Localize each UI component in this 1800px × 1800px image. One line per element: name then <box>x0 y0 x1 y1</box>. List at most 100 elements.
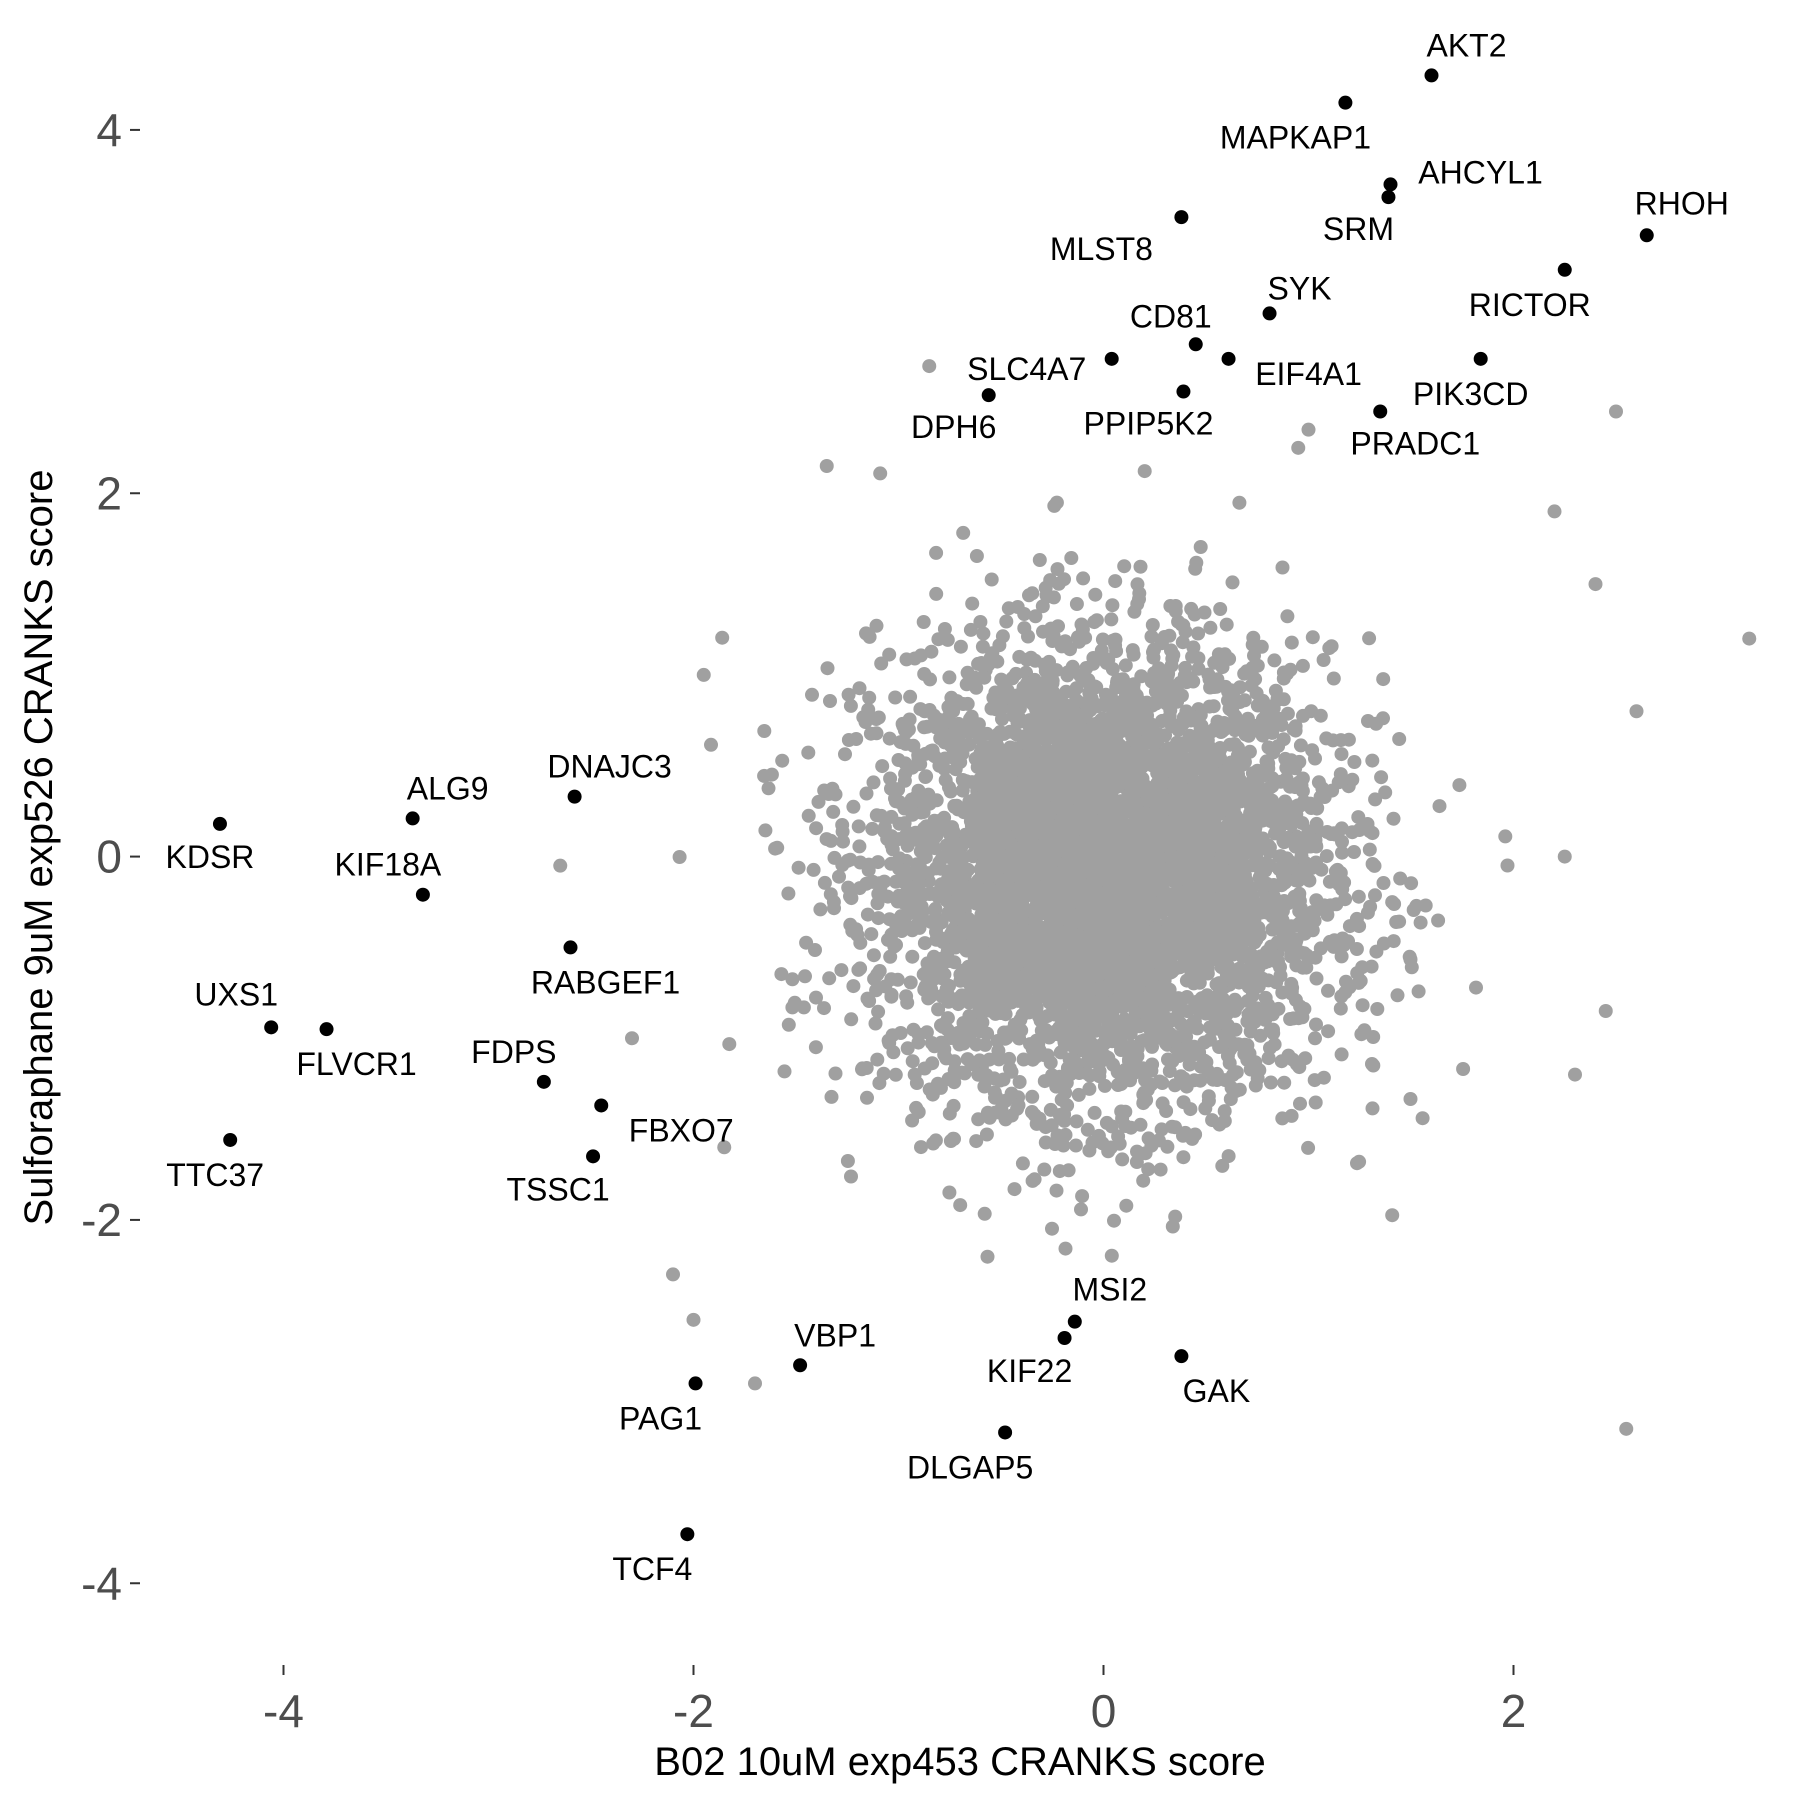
background-point <box>914 648 928 663</box>
background-point <box>1298 1051 1313 1066</box>
background-point <box>869 618 884 633</box>
background-point <box>925 1056 940 1071</box>
background-point <box>978 784 993 799</box>
background-point <box>1219 617 1234 632</box>
background-point <box>1080 1122 1095 1137</box>
background-point <box>1023 849 1038 864</box>
background-point <box>984 862 999 877</box>
background-point <box>1232 1082 1247 1097</box>
background-point <box>1275 1111 1290 1126</box>
background-point <box>868 1016 883 1031</box>
background-point <box>1113 1066 1128 1081</box>
background-point <box>1362 631 1377 646</box>
background-point <box>1245 988 1260 1003</box>
background-point <box>1213 985 1227 1000</box>
background-point <box>1108 827 1123 842</box>
background-point <box>947 799 962 814</box>
background-point <box>1082 1143 1097 1158</box>
background-point <box>1092 1069 1107 1084</box>
background-point <box>1263 715 1277 730</box>
background-point <box>1143 1020 1158 1035</box>
background-point <box>1082 1081 1097 1096</box>
background-point <box>942 1106 957 1121</box>
background-point <box>852 681 867 696</box>
background-point <box>768 841 783 856</box>
background-point <box>856 710 871 725</box>
background-point <box>1070 746 1085 761</box>
background-point <box>1096 1037 1111 1052</box>
background-point <box>1113 1016 1128 1031</box>
background-point <box>1206 699 1221 714</box>
background-point <box>1124 711 1139 725</box>
background-point <box>1456 1062 1471 1076</box>
background-point <box>996 675 1011 690</box>
background-point <box>1210 672 1225 687</box>
background-point <box>1069 1114 1084 1129</box>
background-point <box>1025 1089 1040 1104</box>
background-point <box>871 710 886 725</box>
background-point <box>1161 751 1176 766</box>
background-point <box>1016 734 1031 749</box>
background-point <box>1294 778 1309 793</box>
background-point <box>1049 765 1064 780</box>
background-point <box>917 936 932 951</box>
background-point <box>953 967 968 982</box>
background-point <box>1179 849 1193 864</box>
background-point <box>1128 734 1143 749</box>
background-point <box>946 834 961 849</box>
background-point <box>1250 1071 1265 1086</box>
background-point <box>898 829 912 844</box>
background-point <box>986 767 1001 782</box>
background-point <box>1199 888 1214 903</box>
background-point <box>722 1037 737 1052</box>
background-point <box>1316 653 1331 667</box>
background-point <box>1144 674 1159 689</box>
background-point <box>950 694 965 709</box>
background-point <box>874 656 889 671</box>
background-point <box>1119 1198 1134 1213</box>
background-point <box>835 818 850 832</box>
background-point <box>1045 1068 1060 1083</box>
background-point <box>1068 1138 1083 1153</box>
background-point <box>1250 698 1265 713</box>
background-point <box>1058 1241 1073 1256</box>
background-point <box>942 780 956 795</box>
background-point <box>801 808 816 823</box>
background-point <box>809 990 823 1005</box>
background-point <box>805 687 819 702</box>
background-point <box>1050 1128 1065 1143</box>
background-point <box>1143 868 1158 883</box>
background-point <box>1213 602 1228 616</box>
background-point <box>1029 878 1044 893</box>
background-point <box>866 948 881 963</box>
background-point <box>1179 1079 1194 1094</box>
background-point <box>875 759 890 774</box>
background-point <box>1094 941 1109 956</box>
background-point <box>942 728 957 743</box>
background-point <box>1267 653 1282 668</box>
background-point <box>1351 810 1366 825</box>
background-point <box>1130 938 1145 953</box>
background-point <box>1016 1052 1031 1067</box>
background-point <box>1404 876 1419 891</box>
background-point <box>977 1079 992 1094</box>
background-point <box>1237 903 1252 918</box>
background-point <box>911 1105 926 1119</box>
background-point <box>1213 949 1228 964</box>
background-point <box>1184 601 1199 616</box>
background-point <box>1062 814 1077 829</box>
background-point <box>785 1000 800 1015</box>
background-point <box>1114 937 1129 952</box>
background-point <box>809 821 824 836</box>
background-point <box>1280 609 1295 624</box>
background-point <box>1115 1152 1130 1167</box>
background-point <box>1265 779 1280 794</box>
background-point <box>1029 915 1044 930</box>
background-point <box>1245 637 1260 652</box>
background-point <box>1015 809 1030 824</box>
background-point <box>860 1090 874 1105</box>
background-point <box>1283 779 1297 794</box>
background-point <box>1355 960 1370 975</box>
background-point <box>1241 728 1256 743</box>
background-point <box>896 895 911 910</box>
